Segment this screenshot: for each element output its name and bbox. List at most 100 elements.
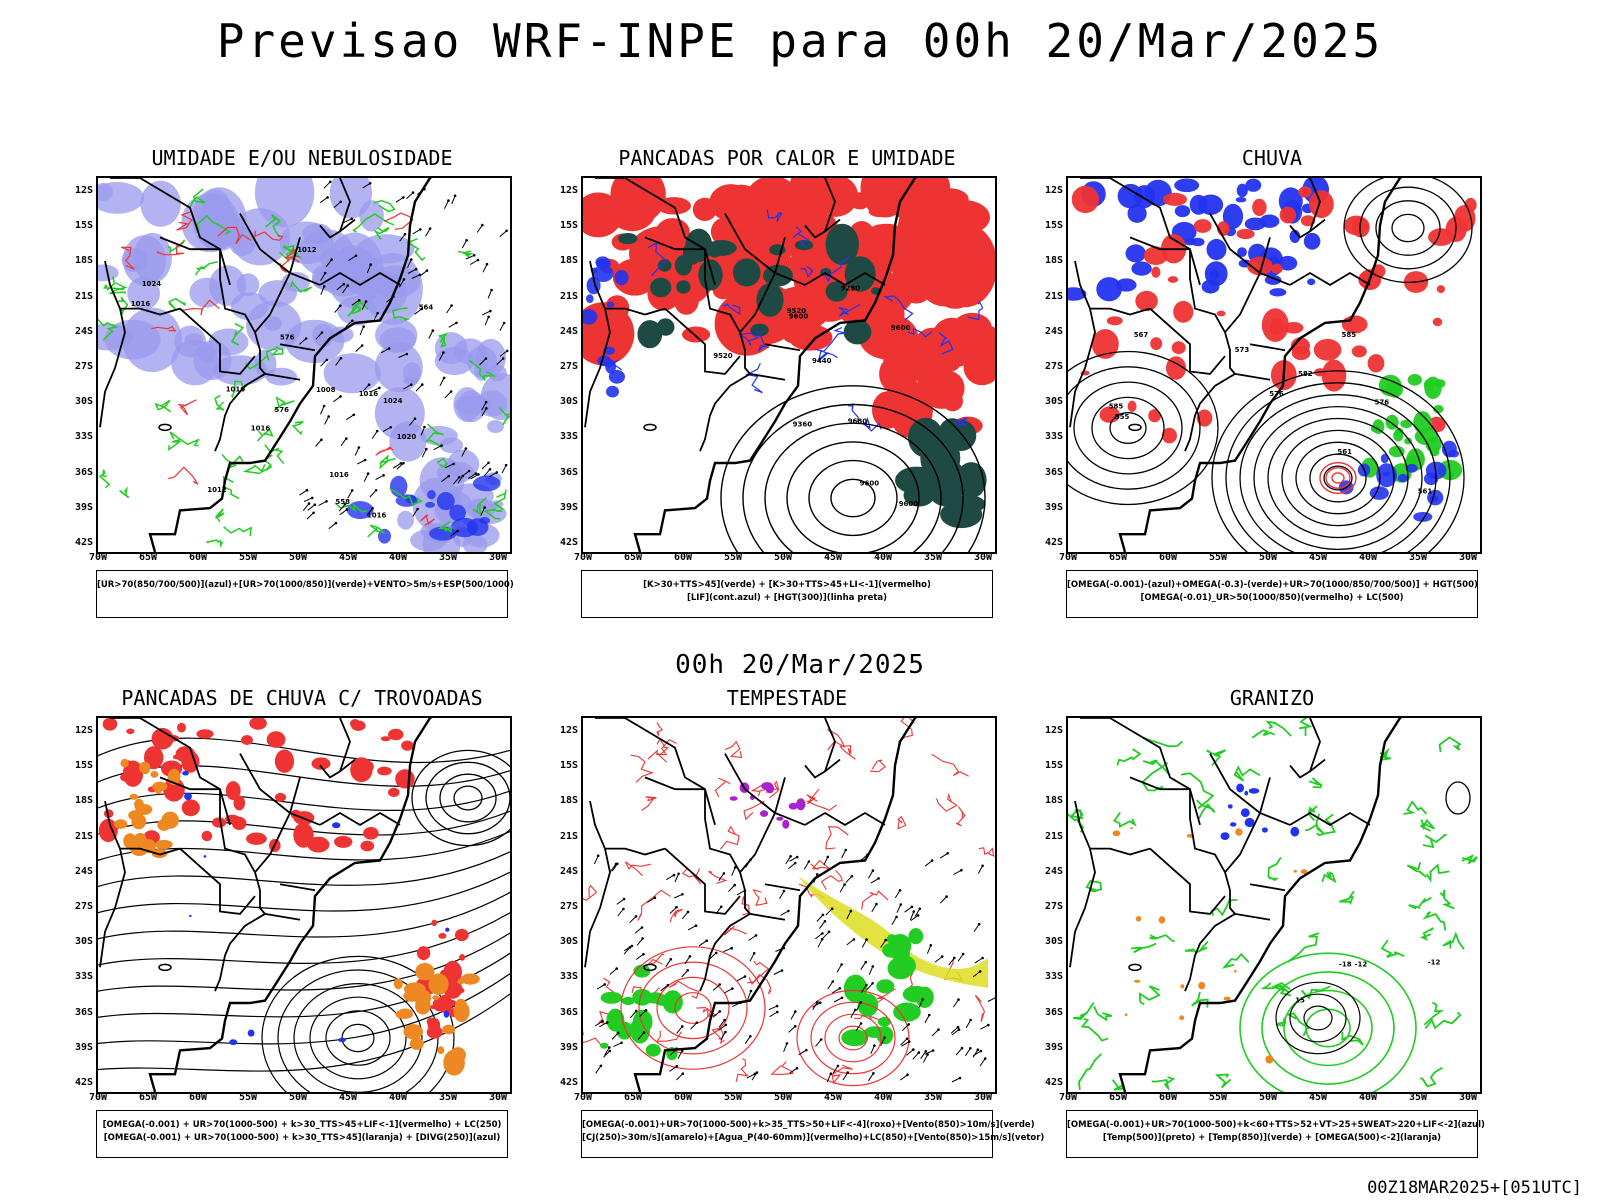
contour-line — [647, 242, 667, 277]
wind-vector — [613, 1042, 622, 1048]
lat-tick-label: 21S — [559, 830, 578, 842]
field-patch — [1372, 419, 1385, 435]
field-patch — [929, 478, 963, 507]
field-patch — [1234, 969, 1237, 973]
lat-tick-label: 15S — [559, 760, 578, 772]
wind-vector-head — [640, 926, 644, 929]
wind-vector — [964, 1048, 971, 1057]
isoline — [838, 1025, 868, 1051]
country-border — [1234, 913, 1271, 921]
field-patch — [426, 1025, 443, 1039]
field-patch — [120, 773, 132, 782]
wind-vector — [698, 940, 707, 947]
field-patch — [181, 193, 240, 253]
wind-vector — [307, 504, 316, 511]
wind-vector-head — [327, 415, 330, 418]
contour-line — [723, 925, 747, 936]
field-patch — [750, 323, 769, 337]
wind-vector — [669, 906, 677, 914]
map-base — [1069, 178, 1403, 552]
country-border — [804, 758, 841, 779]
country-border — [749, 913, 786, 921]
wind-vector — [479, 358, 487, 366]
wind-vector — [768, 1005, 778, 1011]
wind-vector — [499, 230, 507, 238]
lat-tick-label: 39S — [74, 501, 93, 513]
wind-vector — [481, 401, 487, 411]
field-patch — [614, 270, 629, 286]
wind-vector — [720, 1031, 726, 1041]
contour-line — [770, 1061, 794, 1075]
wind-vector-head — [484, 357, 488, 360]
mid-date: 00h 20/Mar/2025 — [675, 650, 925, 680]
wind-vector-head — [481, 223, 484, 227]
field-patch — [776, 816, 784, 821]
wind-vector-head — [339, 356, 343, 360]
field-patch — [877, 1016, 891, 1027]
lat-tick-label: 12S — [74, 725, 93, 736]
map-canvas: 1024 1024 1016 1020 1016 1016 1016 1016 1012 1008… — [98, 178, 510, 552]
contour-line — [814, 326, 846, 353]
field-patch — [1148, 409, 1161, 423]
field-patch — [407, 991, 420, 1000]
lat-tick-label: 27S — [559, 901, 578, 912]
contour-line — [862, 416, 882, 432]
wind-vector — [356, 459, 366, 465]
wind-vector — [924, 1050, 934, 1055]
contour-line — [954, 417, 968, 427]
contour-line — [604, 359, 623, 371]
contour-line — [437, 520, 453, 533]
wind-vector-head — [504, 463, 508, 467]
contour-line — [1438, 736, 1462, 753]
field-patch — [719, 184, 763, 223]
wind-vector — [629, 1010, 637, 1019]
contour-line — [792, 226, 811, 249]
field-patch — [1167, 276, 1179, 283]
wind-vector-head — [960, 868, 963, 872]
wind-vector-head — [367, 383, 371, 386]
wind-vector-head — [362, 325, 365, 328]
isoline — [1391, 213, 1425, 243]
wind-vector — [345, 414, 355, 421]
lat-tick-label: 15S — [1044, 220, 1063, 232]
contour-line — [838, 303, 861, 317]
wind-vector — [665, 874, 675, 881]
lat-tick-label: 15S — [74, 760, 93, 772]
wind-vector-head — [420, 307, 424, 311]
streamline-anticyclone — [411, 749, 510, 847]
wind-vector-head — [976, 1048, 980, 1051]
country-border — [159, 776, 220, 791]
field-patch — [135, 804, 153, 815]
field-patch — [783, 330, 808, 344]
isoline — [1253, 405, 1423, 551]
contour-line — [1112, 811, 1137, 829]
lon-tick-label: 35W — [438, 552, 458, 563]
wind-vector — [363, 473, 369, 482]
contour-line — [820, 870, 843, 890]
field-patch — [890, 231, 939, 291]
wind-vector — [676, 1073, 684, 1081]
field-patch — [1236, 183, 1248, 198]
contour-line — [1267, 856, 1282, 882]
lon-tick-label: 55W — [238, 552, 258, 563]
hgt500-high — [1343, 178, 1473, 284]
wind-vector-head — [780, 969, 784, 972]
wind-vector-head — [410, 383, 413, 386]
country-border — [1289, 811, 1371, 826]
wind-vector — [816, 914, 824, 922]
isoline-label: 9600 — [899, 500, 919, 508]
lat-tick-label: 33S — [559, 431, 578, 443]
wind-vector — [681, 969, 689, 978]
field-patch — [196, 729, 214, 739]
contour-line — [483, 508, 503, 520]
field-patch — [1174, 205, 1191, 218]
wind-vector-head — [442, 376, 446, 380]
wind-vector-head — [320, 331, 324, 334]
wind-vector-head — [374, 489, 378, 492]
wind-vector — [623, 947, 631, 955]
field-patch — [336, 245, 370, 275]
field-patch — [896, 955, 916, 976]
wind-vector-head — [669, 958, 673, 961]
panel-title: UMIDADE E/OU NEBULOSIDADE — [151, 146, 453, 170]
wind-vector-head — [883, 1036, 886, 1039]
